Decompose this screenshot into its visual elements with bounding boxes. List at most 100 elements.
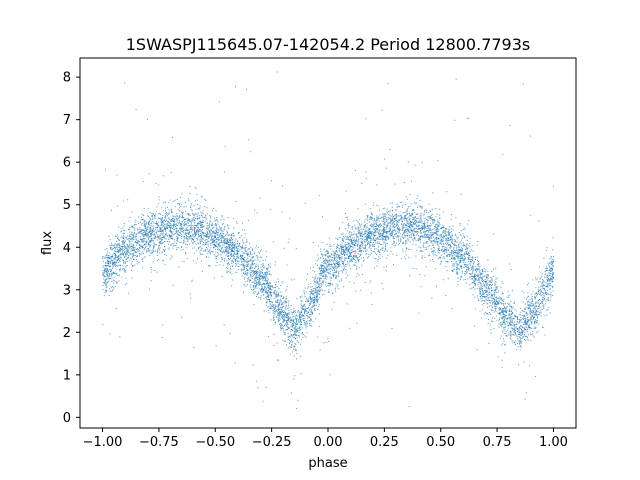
scatter-point bbox=[323, 281, 324, 283]
scatter-point bbox=[282, 330, 284, 332]
scatter-point bbox=[135, 108, 137, 110]
scatter-point bbox=[265, 251, 267, 253]
scatter-point bbox=[474, 265, 476, 267]
scatter-point bbox=[344, 259, 346, 261]
scatter-point bbox=[116, 272, 118, 274]
scatter-point bbox=[247, 261, 249, 263]
scatter-point bbox=[301, 295, 303, 297]
scatter-point bbox=[181, 228, 183, 230]
scatter-point bbox=[411, 235, 413, 237]
scatter-point bbox=[326, 278, 328, 280]
scatter-point bbox=[388, 227, 390, 229]
scatter-point bbox=[355, 254, 357, 256]
scatter-point bbox=[459, 279, 461, 281]
scatter-point bbox=[240, 269, 242, 271]
scatter-point bbox=[316, 300, 318, 302]
scatter-point bbox=[212, 251, 214, 253]
scatter-point bbox=[281, 306, 283, 308]
scatter-point bbox=[389, 210, 391, 212]
scatter-point bbox=[527, 308, 529, 310]
scatter-point bbox=[335, 290, 337, 292]
scatter-point bbox=[406, 210, 408, 212]
scatter-point bbox=[345, 236, 347, 238]
scatter-point bbox=[468, 267, 470, 269]
scatter-point bbox=[432, 250, 434, 252]
scatter-point bbox=[334, 270, 336, 272]
scatter-point bbox=[471, 279, 473, 281]
scatter-point bbox=[271, 303, 273, 305]
scatter-point bbox=[105, 261, 107, 263]
scatter-point bbox=[469, 251, 471, 253]
scatter-point bbox=[384, 232, 386, 234]
scatter-point bbox=[174, 199, 176, 201]
scatter-point bbox=[421, 232, 423, 234]
scatter-point bbox=[370, 280, 372, 282]
scatter-point bbox=[243, 237, 245, 239]
scatter-point bbox=[169, 223, 171, 225]
scatter-point bbox=[464, 257, 466, 259]
scatter-point bbox=[186, 220, 188, 222]
scatter-point bbox=[200, 250, 202, 252]
scatter-point bbox=[328, 273, 330, 275]
scatter-point bbox=[517, 343, 519, 344]
scatter-point bbox=[280, 323, 282, 325]
scatter-point bbox=[397, 244, 399, 246]
scatter-point bbox=[470, 276, 472, 278]
scatter-point bbox=[386, 236, 388, 237]
scatter-point bbox=[150, 231, 152, 233]
scatter-point bbox=[172, 233, 174, 235]
scatter-point bbox=[551, 270, 553, 272]
scatter-point bbox=[293, 348, 295, 350]
scatter-point bbox=[123, 256, 125, 258]
scatter-point bbox=[346, 251, 348, 253]
scatter-point bbox=[257, 251, 259, 253]
scatter-point bbox=[115, 244, 117, 246]
scatter-point bbox=[274, 291, 276, 293]
scatter-point bbox=[292, 326, 293, 328]
scatter-point bbox=[507, 295, 509, 297]
scatter-point bbox=[405, 204, 406, 206]
scatter-point bbox=[356, 268, 358, 270]
scatter-point bbox=[143, 257, 145, 259]
scatter-point bbox=[458, 250, 460, 252]
scatter-point bbox=[114, 263, 116, 265]
scatter-point bbox=[124, 82, 126, 84]
scatter-point bbox=[139, 228, 141, 230]
scatter-point bbox=[325, 258, 327, 260]
scatter-point bbox=[469, 265, 471, 266]
scatter-point bbox=[376, 219, 377, 221]
scatter-point bbox=[229, 234, 231, 236]
scatter-point bbox=[329, 255, 330, 257]
scatter-point bbox=[352, 261, 354, 262]
scatter-point bbox=[210, 247, 212, 249]
scatter-point bbox=[113, 262, 115, 264]
scatter-point bbox=[201, 247, 203, 249]
scatter-point bbox=[166, 226, 168, 228]
scatter-point bbox=[134, 241, 136, 243]
scatter-point bbox=[296, 334, 298, 336]
scatter-point bbox=[536, 320, 537, 322]
scatter-point bbox=[501, 293, 503, 295]
scatter-point bbox=[299, 355, 301, 357]
scatter-point bbox=[294, 327, 296, 329]
scatter-point bbox=[479, 288, 481, 290]
scatter-point bbox=[225, 255, 227, 257]
scatter-point bbox=[461, 257, 463, 258]
scatter-point bbox=[256, 245, 258, 247]
scatter-point bbox=[366, 237, 367, 239]
scatter-point bbox=[216, 256, 217, 258]
scatter-point bbox=[254, 278, 256, 280]
scatter-point bbox=[270, 208, 272, 210]
scatter-point bbox=[476, 271, 478, 273]
scatter-point bbox=[245, 265, 247, 267]
scatter-point bbox=[398, 205, 400, 207]
scatter-point bbox=[159, 252, 161, 254]
scatter-point bbox=[338, 250, 340, 252]
scatter-point bbox=[247, 252, 249, 254]
scatter-point bbox=[257, 280, 259, 282]
scatter-point bbox=[127, 238, 129, 240]
scatter-point bbox=[536, 316, 538, 318]
scatter-point bbox=[304, 312, 305, 314]
scatter-point bbox=[460, 248, 462, 250]
scatter-point bbox=[107, 271, 109, 272]
